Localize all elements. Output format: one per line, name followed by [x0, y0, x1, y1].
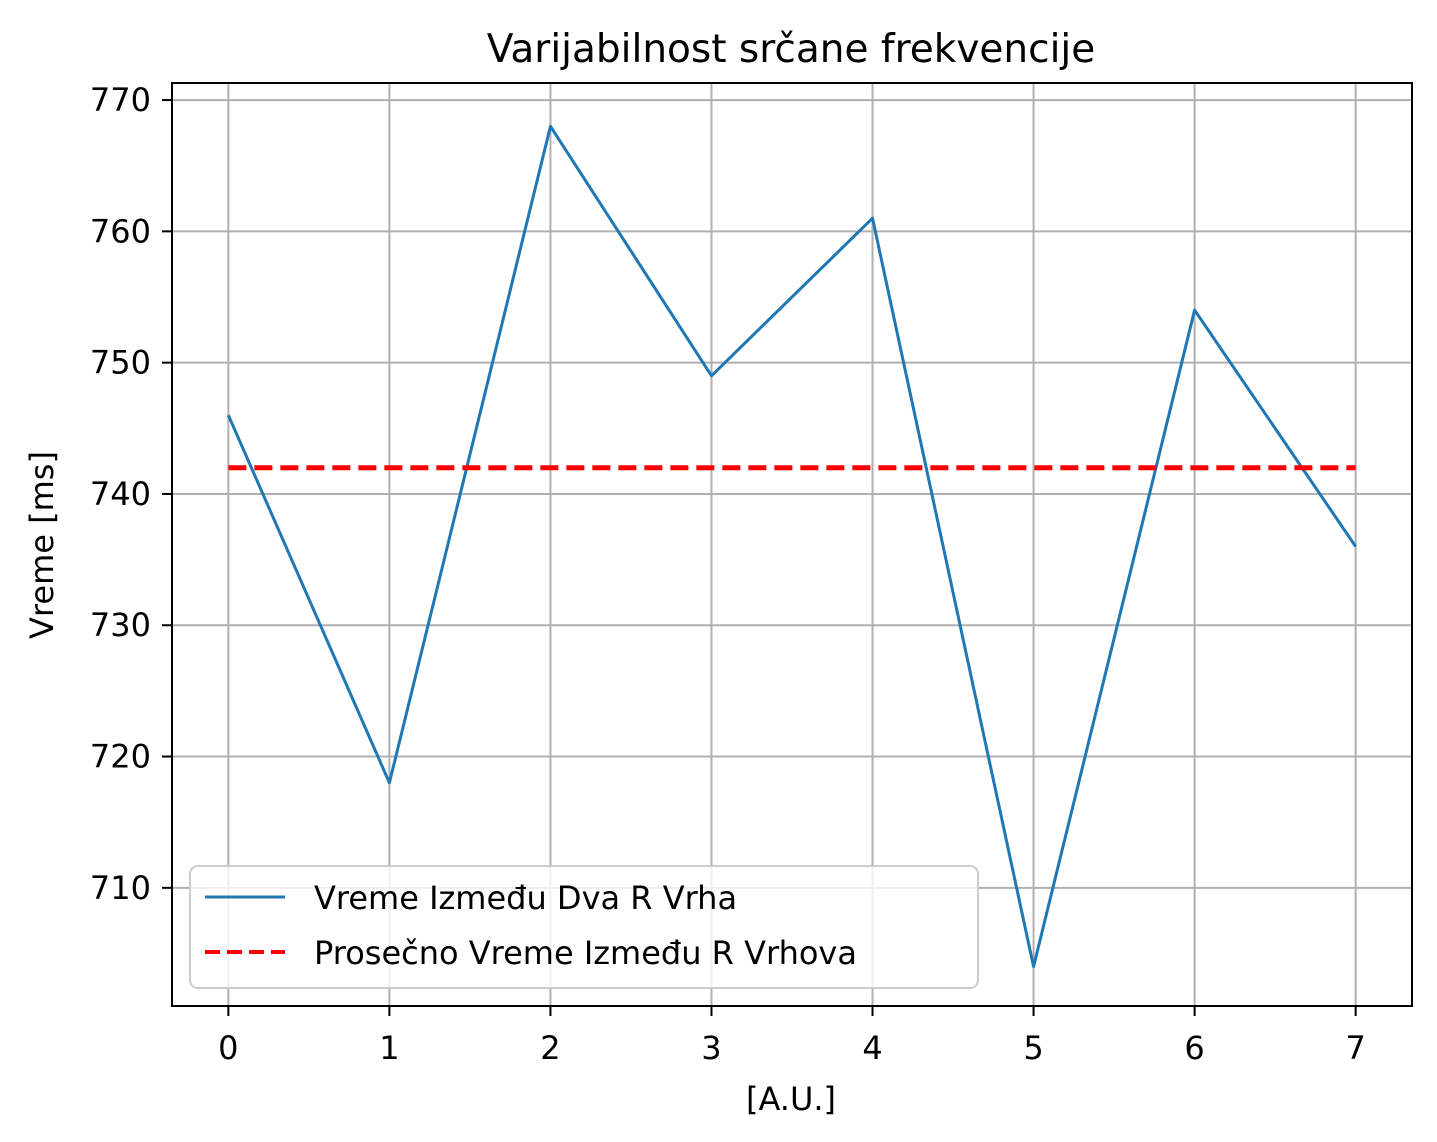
- legend-box: [189, 865, 979, 989]
- average-point: [711, 467, 712, 468]
- rr-interval-point: [389, 782, 390, 783]
- legend-label-average: Prosečno Vreme Između R Vrhova: [314, 934, 857, 972]
- x-axis: 0 1 2 3 4 5 6 7: [218, 1006, 1366, 1067]
- x-tick-label: 3: [701, 1029, 721, 1067]
- y-tick-label: 750: [90, 344, 151, 382]
- average-point: [1355, 467, 1356, 468]
- rr-interval-point: [872, 218, 873, 219]
- y-tick-label: 740: [90, 475, 151, 513]
- rr-interval-point: [711, 375, 712, 376]
- y-axis-label: Vreme [ms]: [23, 451, 61, 639]
- chart-title: Varijabilnost srčane frekvencije: [487, 27, 1096, 72]
- x-tick-label: 6: [1184, 1029, 1204, 1067]
- rr-interval-line: [226, 124, 1357, 969]
- series-layer: [226, 124, 1357, 969]
- rr-interval-point: [228, 415, 229, 416]
- y-tick-label: 710: [90, 869, 151, 907]
- average-point: [1033, 467, 1034, 468]
- x-tick-label: 0: [218, 1029, 238, 1067]
- rr-interval-point: [1033, 966, 1034, 967]
- rr-interval-point: [550, 126, 551, 127]
- y-tick-label: 760: [90, 212, 151, 250]
- average-point: [389, 467, 390, 468]
- average-point: [1194, 467, 1195, 468]
- plot-frame: [171, 82, 1413, 1007]
- legend-label-measured: Vreme Između Dva R Vrha: [314, 879, 737, 917]
- y-tick-label: 730: [90, 606, 151, 644]
- y-tick-label: 770: [90, 81, 151, 119]
- x-tick-label: 5: [1023, 1029, 1043, 1067]
- y-tick-label: 720: [90, 738, 151, 776]
- x-tick-label: 7: [1345, 1029, 1365, 1067]
- legend: Vreme Između Dva R Vrha Prosečno Vreme I…: [189, 865, 979, 989]
- average-point: [550, 467, 551, 468]
- average-point: [872, 467, 873, 468]
- x-axis-label: [A.U.]: [746, 1080, 836, 1118]
- y-axis: 710 720 730 740 750 760 770: [90, 81, 172, 907]
- x-tick-label: 2: [540, 1029, 560, 1067]
- rr-interval-point: [1355, 546, 1356, 547]
- x-tick-label: 1: [379, 1029, 399, 1067]
- rr-interval-point: [1194, 310, 1195, 311]
- x-tick-label: 4: [862, 1029, 882, 1067]
- average-point: [228, 467, 229, 468]
